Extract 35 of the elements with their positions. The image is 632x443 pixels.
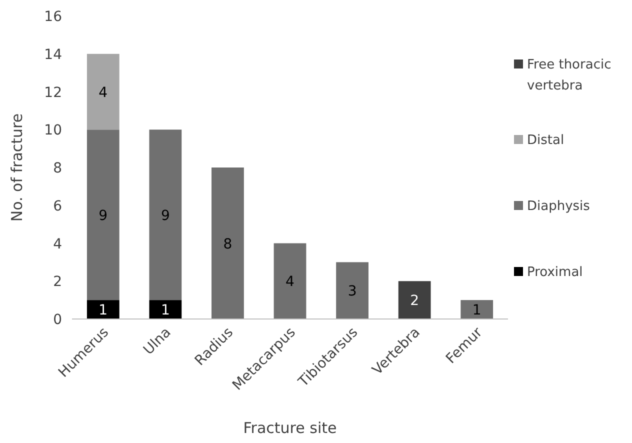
bar	[149, 300, 182, 319]
x-axis-title: Fracture site	[243, 419, 337, 437]
bar	[86, 130, 120, 300]
bar	[212, 168, 244, 319]
data-label: 8	[223, 236, 232, 252]
legend-label: Proximal	[527, 265, 583, 280]
data-label: 4	[98, 84, 108, 101]
y-tick-label: 4	[53, 236, 62, 252]
bar	[86, 300, 120, 319]
data-label: 1	[98, 302, 108, 319]
legend-label: Distal	[527, 133, 564, 148]
y-tick-label: 8	[53, 160, 62, 176]
y-tick-label: 14	[44, 46, 62, 63]
y-tick-label: 16	[44, 9, 62, 25]
data-label: 9	[160, 208, 170, 224]
y-axis-title: No. of fracture	[8, 113, 26, 222]
y-tick-label: 12	[44, 84, 62, 101]
bar	[460, 300, 494, 319]
data-label: 3	[348, 284, 357, 300]
bar	[149, 130, 182, 300]
data-label: 9	[98, 208, 108, 224]
data-label: 1	[160, 302, 170, 319]
bar	[398, 281, 431, 319]
y-tick-label: 0	[53, 312, 62, 328]
bar	[274, 243, 306, 319]
data-label: 1	[472, 302, 482, 319]
bar	[336, 262, 368, 319]
bar	[86, 54, 120, 130]
legend-label: Free thoracic vertebra	[527, 58, 612, 94]
data-label: 2	[410, 293, 420, 310]
y-tick-label: 6	[53, 198, 62, 214]
y-tick-label: 10	[44, 122, 62, 139]
y-tick-label: 2	[53, 274, 62, 290]
legend-label: Diaphysis	[527, 199, 590, 214]
data-label: 4	[286, 274, 295, 290]
